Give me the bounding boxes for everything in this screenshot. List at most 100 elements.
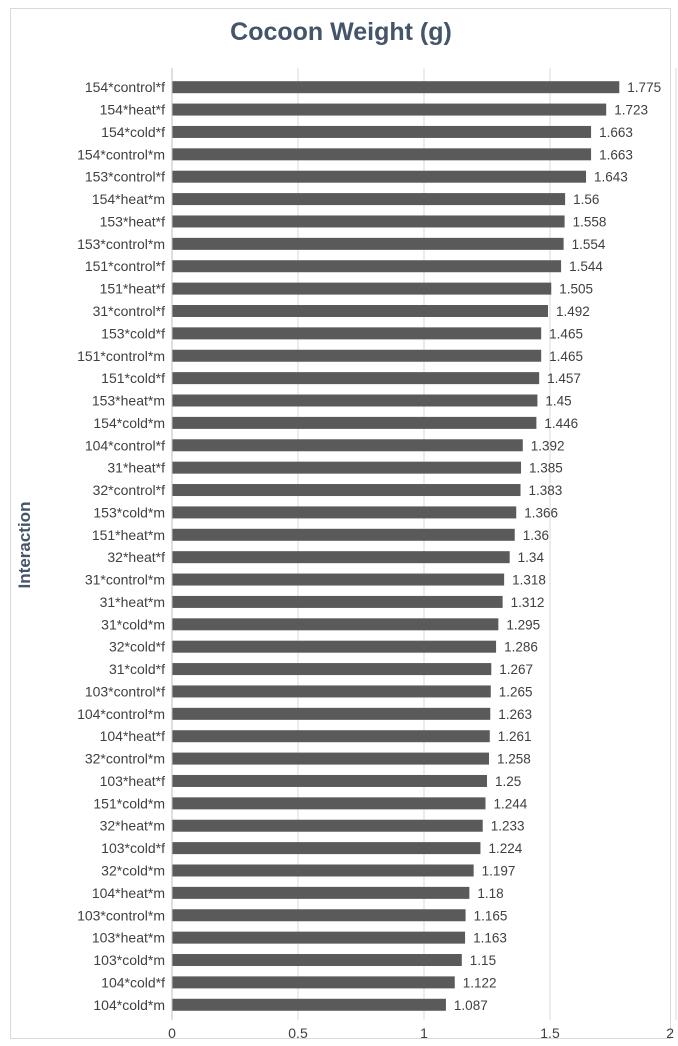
value-label: 1.263 xyxy=(498,707,532,722)
bar xyxy=(172,215,565,228)
bar xyxy=(172,774,487,787)
bar xyxy=(172,103,607,116)
category-label: 154*cold*m xyxy=(93,415,165,431)
bar xyxy=(172,954,462,967)
bar xyxy=(172,998,446,1011)
value-label: 1.122 xyxy=(463,975,497,990)
value-label: 1.087 xyxy=(454,998,488,1013)
category-label: 104*heat*m xyxy=(92,885,165,901)
value-label: 1.723 xyxy=(614,103,648,118)
bar xyxy=(172,931,466,944)
bar xyxy=(172,484,521,497)
bar xyxy=(172,148,592,161)
x-tick-labels: 0 0.5 1 1.5 2 xyxy=(168,1025,674,1041)
bar xyxy=(172,193,566,206)
bar xyxy=(172,618,499,631)
x-tick-label: 0 xyxy=(168,1025,176,1041)
value-label: 1.295 xyxy=(506,617,540,632)
value-label: 1.465 xyxy=(549,349,583,364)
bars xyxy=(172,81,620,1011)
category-label: 31*cold*m xyxy=(101,616,165,632)
bar xyxy=(172,461,522,474)
bar xyxy=(172,81,620,94)
bar xyxy=(172,282,552,295)
value-label: 1.258 xyxy=(497,752,531,767)
value-label: 1.643 xyxy=(594,170,628,185)
category-label: 31*control*f xyxy=(93,303,165,319)
category-label: 154*control*f xyxy=(85,79,165,95)
category-label: 103*cold*m xyxy=(93,952,165,968)
value-label: 1.385 xyxy=(529,461,563,476)
category-label: 154*heat*f xyxy=(100,102,166,118)
category-label: 153*heat*f xyxy=(100,213,166,229)
bar xyxy=(172,685,491,698)
bar xyxy=(172,551,510,564)
bar xyxy=(172,506,517,519)
value-label: 1.663 xyxy=(599,125,633,140)
value-label: 1.45 xyxy=(545,394,571,409)
category-label: 154*control*m xyxy=(77,146,165,162)
bar xyxy=(172,976,455,989)
category-labels: 154*control*f 154*heat*f 154*cold*f 154*con… xyxy=(77,79,165,1013)
x-tick-label: 0.5 xyxy=(288,1025,308,1041)
category-label: 104*cold*f xyxy=(101,974,165,990)
category-label: 103*heat*m xyxy=(92,930,165,946)
value-labels: 1.775 1.723 1.663 1.663 1.643 1.56 1.558 1.554 1… xyxy=(454,80,661,1013)
category-label: 103*cold*f xyxy=(101,840,165,856)
category-label: 32*cold*f xyxy=(109,639,165,655)
bar xyxy=(172,864,474,877)
bar xyxy=(172,909,466,922)
bar xyxy=(172,886,470,899)
category-label: 31*heat*m xyxy=(100,594,165,610)
value-label: 1.18 xyxy=(477,886,503,901)
bar xyxy=(172,170,587,183)
bar xyxy=(172,797,486,810)
bar xyxy=(172,595,503,608)
value-label: 1.392 xyxy=(531,438,565,453)
value-label: 1.25 xyxy=(495,774,521,789)
value-label: 1.15 xyxy=(470,953,496,968)
value-label: 1.558 xyxy=(573,214,607,229)
bar xyxy=(172,439,523,452)
category-label: 104*cold*m xyxy=(93,997,165,1013)
category-label: 153*cold*m xyxy=(93,504,165,520)
x-tick-label: 1.5 xyxy=(540,1025,560,1041)
value-label: 1.265 xyxy=(499,684,533,699)
bar xyxy=(172,237,564,250)
value-label: 1.457 xyxy=(547,371,581,386)
category-label: 151*control*m xyxy=(77,348,165,364)
value-label: 1.544 xyxy=(569,259,603,274)
value-label: 1.224 xyxy=(488,841,522,856)
bar xyxy=(172,125,592,138)
value-label: 1.312 xyxy=(511,595,545,610)
value-label: 1.775 xyxy=(627,80,661,95)
value-label: 1.318 xyxy=(512,573,546,588)
value-label: 1.505 xyxy=(559,282,593,297)
bar xyxy=(172,819,483,832)
category-label: 153*heat*m xyxy=(92,393,165,409)
bar xyxy=(172,663,492,676)
x-tick-label: 2 xyxy=(666,1025,674,1041)
bar xyxy=(172,349,542,362)
category-label: 154*cold*f xyxy=(101,124,165,140)
bar xyxy=(172,327,542,340)
category-label: 103*control*m xyxy=(77,907,165,923)
category-label: 154*heat*m xyxy=(92,191,165,207)
bar xyxy=(172,416,537,429)
category-label: 104*control*f xyxy=(85,437,165,453)
bar xyxy=(172,372,540,385)
value-label: 1.233 xyxy=(491,819,525,834)
value-label: 1.165 xyxy=(474,908,508,923)
chart-title: Cocoon Weight (g) xyxy=(230,18,452,46)
category-label: 31*heat*f xyxy=(107,460,165,476)
value-label: 1.261 xyxy=(498,729,532,744)
bar xyxy=(172,573,505,586)
category-label: 31*cold*f xyxy=(109,661,165,677)
category-label: 151*cold*f xyxy=(101,370,165,386)
value-label: 1.34 xyxy=(518,550,545,565)
category-label: 103*heat*f xyxy=(100,773,166,789)
bar xyxy=(172,304,548,317)
bar xyxy=(172,842,481,855)
category-label: 103*control*f xyxy=(85,683,165,699)
